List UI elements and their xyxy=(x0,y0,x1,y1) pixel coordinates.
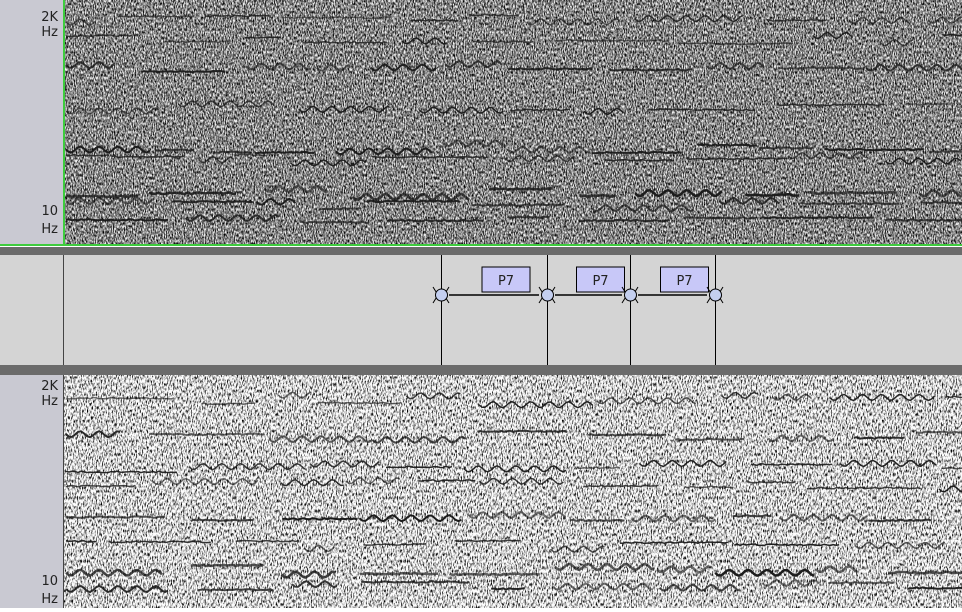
harmonic xyxy=(149,434,263,436)
harmonic xyxy=(164,41,230,43)
harmonic xyxy=(571,520,625,521)
harmonic xyxy=(685,486,733,488)
harmonic xyxy=(198,589,273,591)
spectrogram-noise xyxy=(63,0,962,245)
harmonic xyxy=(916,432,962,433)
harmonic xyxy=(245,37,281,38)
freq-label: 10 xyxy=(41,574,58,589)
label-text: P7 xyxy=(498,274,514,289)
harmonic xyxy=(508,68,592,69)
freq-label: Hz xyxy=(41,25,58,40)
harmonic xyxy=(213,152,252,153)
label-handle xyxy=(436,289,448,301)
track-separator xyxy=(0,247,962,255)
harmonic xyxy=(763,217,874,219)
harmonic xyxy=(580,195,616,196)
harmonic xyxy=(319,208,361,209)
harmonic xyxy=(778,67,865,69)
harmonic xyxy=(908,587,962,588)
label-handle xyxy=(710,289,722,301)
harmonic xyxy=(885,220,962,221)
harmonic xyxy=(300,222,369,223)
harmonic xyxy=(800,203,899,204)
freq-label: Hz xyxy=(41,592,58,607)
freq-label: 2K xyxy=(41,10,58,25)
harmonic xyxy=(931,151,962,152)
harmonic xyxy=(450,574,540,576)
track-separator xyxy=(0,365,962,375)
harmonic xyxy=(810,192,897,194)
freq-label: 2K xyxy=(41,379,58,394)
harmonic xyxy=(608,69,692,70)
harmonic xyxy=(807,487,921,488)
harmonic xyxy=(191,565,263,567)
harmonic xyxy=(592,152,682,154)
freq-label: 10 xyxy=(41,204,58,219)
harmonic xyxy=(888,572,962,573)
freq-label: Hz xyxy=(41,394,58,409)
label-handle xyxy=(625,289,637,301)
harmonic xyxy=(141,71,225,72)
harmonic xyxy=(66,196,138,197)
harmonic xyxy=(490,188,553,189)
harmonic xyxy=(172,201,253,202)
label-text: P7 xyxy=(592,274,608,289)
harmonic xyxy=(360,573,438,574)
label-handle xyxy=(542,289,554,301)
harmonic xyxy=(745,194,799,196)
label-text: P7 xyxy=(676,274,692,289)
harmonic xyxy=(255,152,315,153)
harmonic xyxy=(477,431,567,432)
harmonic xyxy=(491,588,524,589)
harmonic xyxy=(759,147,813,148)
label-track xyxy=(0,255,962,365)
harmonic xyxy=(683,217,755,218)
freq-label: Hz xyxy=(41,222,58,237)
harmonic xyxy=(66,219,168,220)
harmonic xyxy=(580,220,670,222)
harmonic xyxy=(149,193,236,194)
harmonic xyxy=(921,202,962,203)
